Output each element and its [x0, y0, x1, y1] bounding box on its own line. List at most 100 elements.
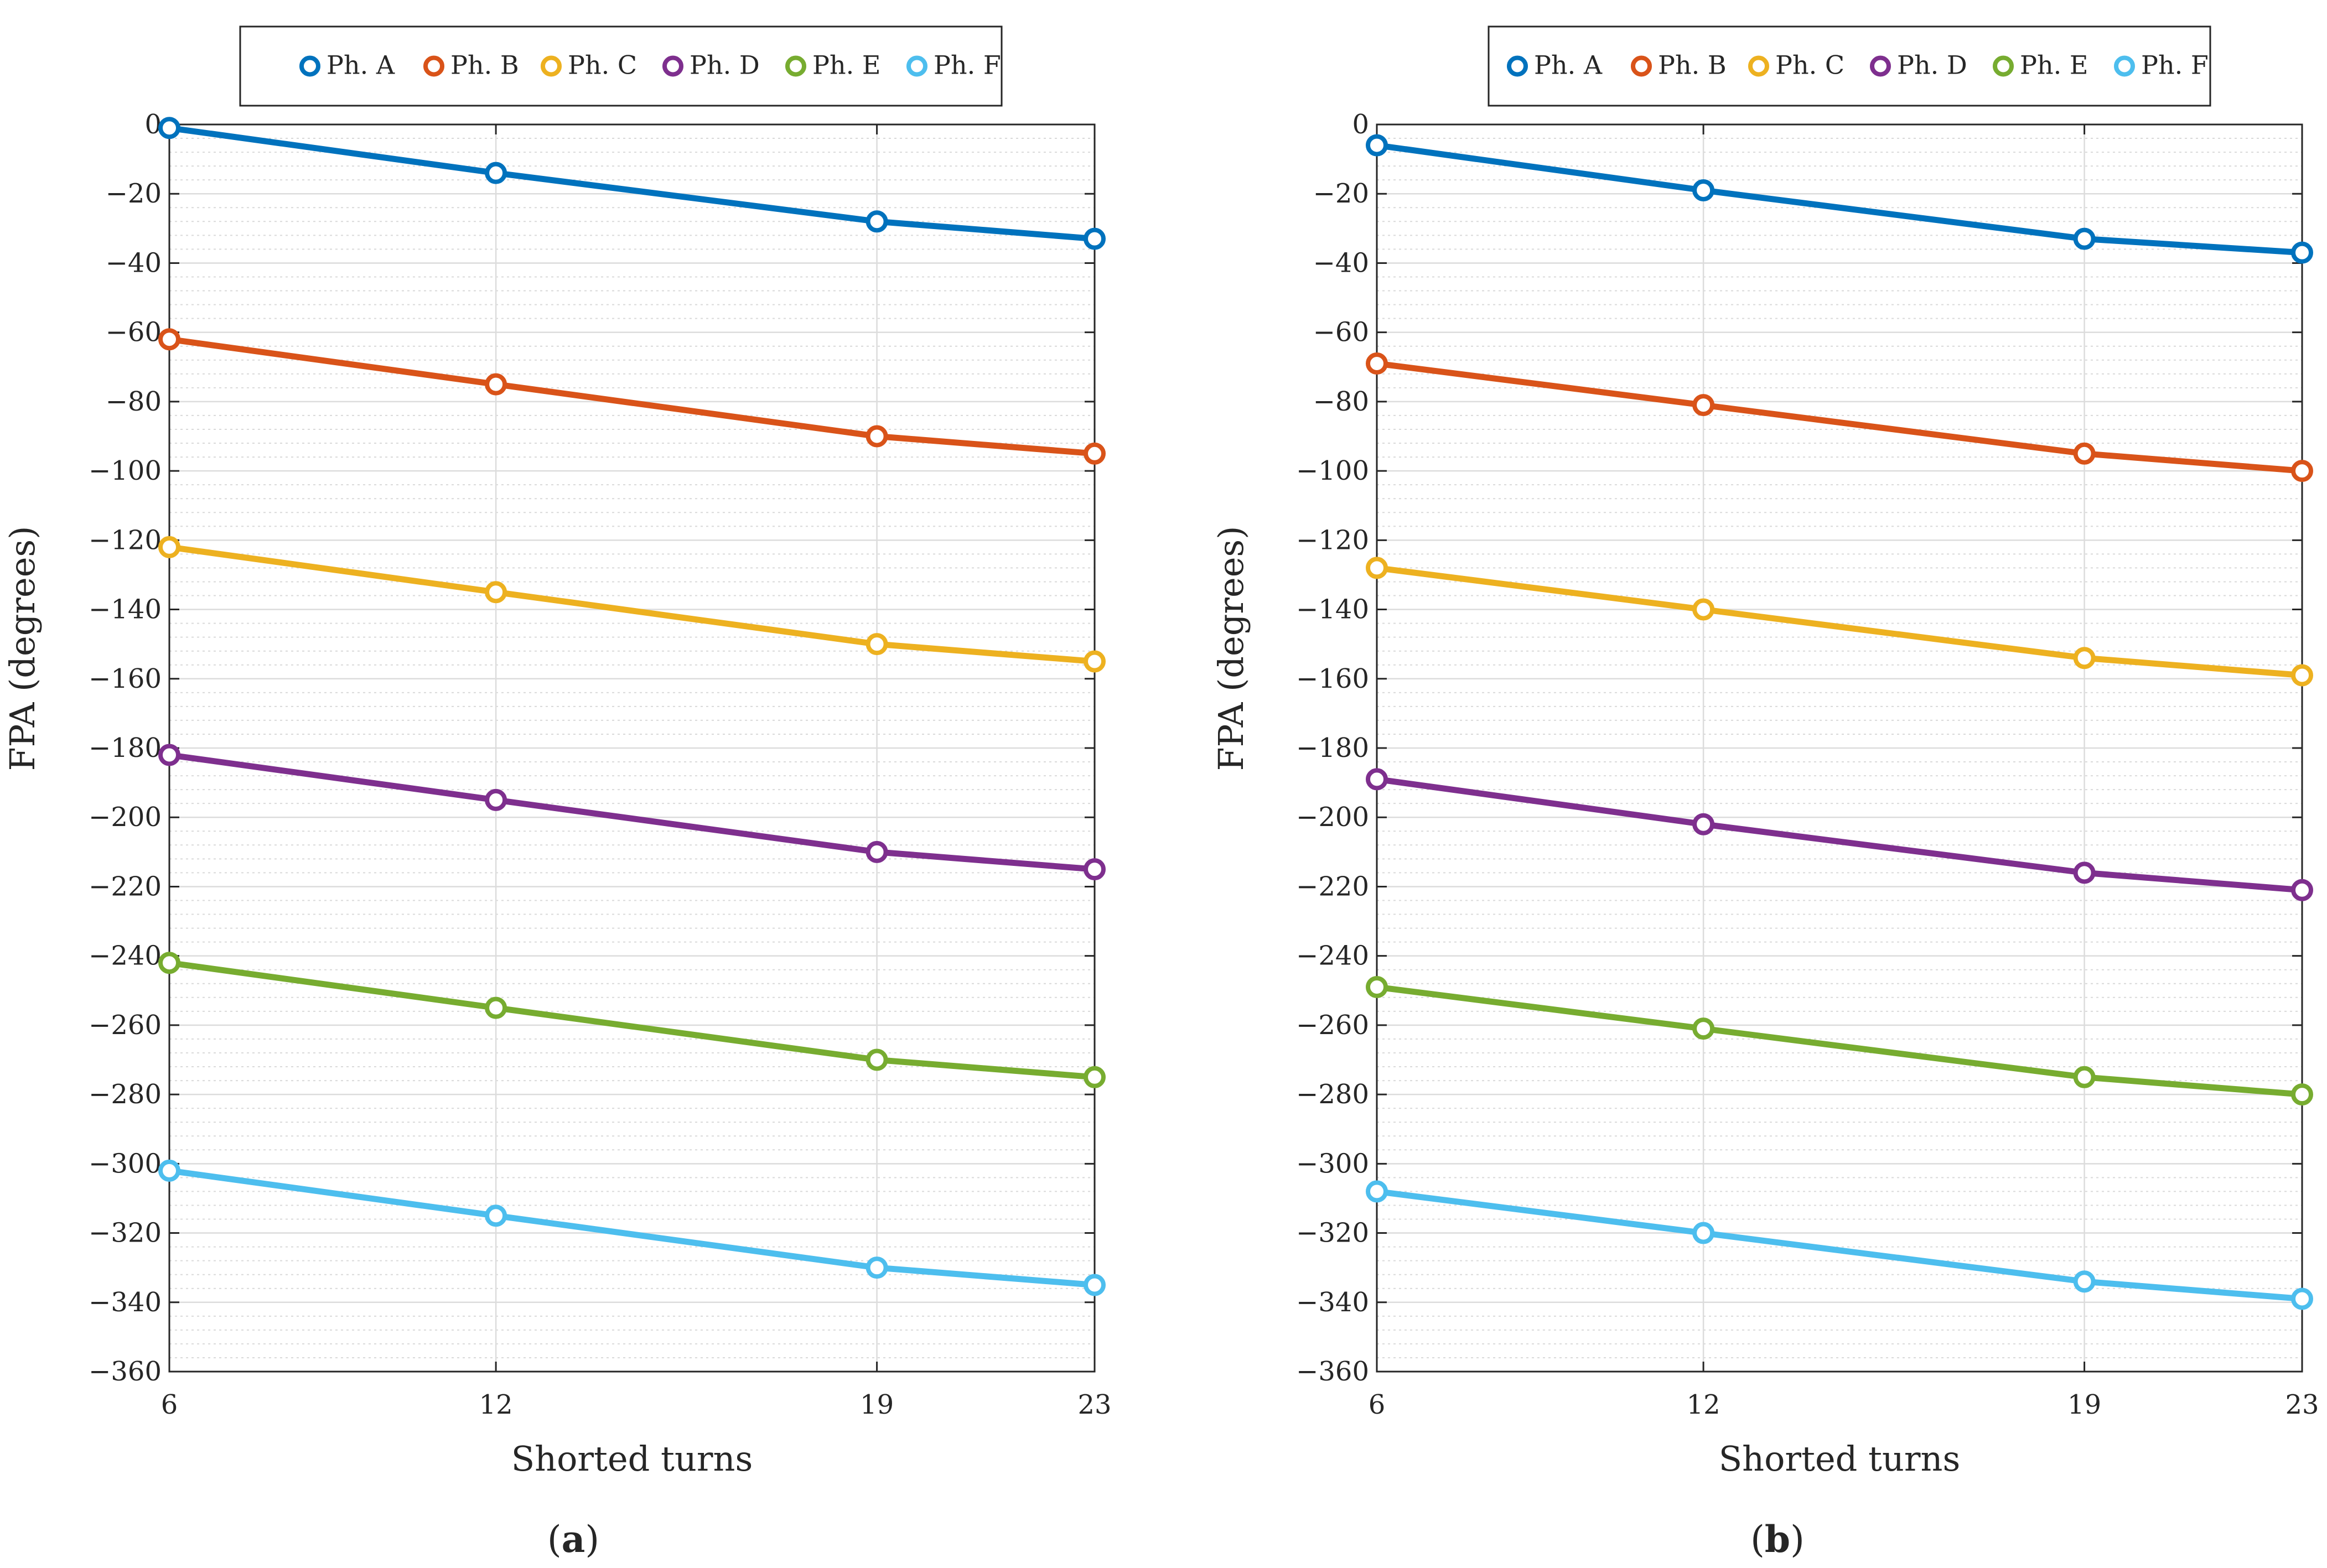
legend-swatch-marker [662, 55, 683, 77]
data-point-ph-c [1692, 598, 1715, 621]
legend-swatch-marker [1631, 55, 1652, 77]
data-point-ph-d [1084, 858, 1106, 881]
data-point-ph-b [485, 373, 507, 396]
legend-label: Ph. F [934, 50, 1001, 80]
series-group [158, 117, 1106, 1296]
legend-label: Ph. C [568, 50, 637, 80]
data-point-ph-f [1084, 1274, 1106, 1296]
y-tick-label: −80 [1313, 386, 1369, 417]
data-point-ph-c [485, 581, 507, 604]
panel-label-letter: b [1765, 1518, 1790, 1561]
series-line-ph-a [166, 124, 1098, 242]
legend-box [1488, 25, 2211, 107]
y-axis-ticks: 0 −20 −40 −60 −80 −100 −120 −140 −160 −180 −200 −22… [1296, 109, 2302, 1387]
y-tick-label: −240 [89, 941, 162, 972]
legend-item: Ph. D [662, 50, 760, 80]
data-point-ph-e [2073, 1066, 2096, 1088]
data-point-ph-a [158, 117, 180, 139]
data-point-ph-b [2073, 442, 2096, 465]
legend-item: Ph. E [1993, 50, 2088, 80]
panel-label-paren: ( [1750, 1518, 1765, 1561]
data-point-ph-f [1366, 1180, 1388, 1203]
series-line-ph-d [166, 752, 1098, 873]
data-point-ph-b [1692, 394, 1715, 417]
panel-label-paren: ) [1790, 1518, 1805, 1561]
legend-item: Ph. F [906, 50, 1001, 80]
data-point-ph-a [1084, 227, 1106, 250]
panel-label: (b) [1750, 1518, 1805, 1561]
chart-panel-a: 0 −20 −40 −60 −80 −100 −120 −140 −160 −180 −200 −22… [2, 25, 1112, 1561]
legend-swatch-marker [299, 55, 320, 77]
y-tick-label: −180 [1296, 733, 1369, 764]
y-axis-title: FPA (degrees) [2, 526, 43, 771]
y-tick-label: −100 [89, 455, 162, 486]
data-point-ph-b [2291, 460, 2313, 482]
panel-label-letter: a [562, 1518, 585, 1561]
legend-swatch-marker [906, 55, 927, 77]
legend-swatch-marker [785, 55, 806, 77]
data-point-ph-a [2073, 227, 2096, 250]
y-tick-label: −340 [1296, 1287, 1369, 1318]
x-axis-title: Shorted turns [511, 1439, 753, 1479]
data-point-ph-c [866, 633, 888, 656]
legend-item: Ph. C [1748, 50, 1844, 80]
y-tick-label: −140 [1296, 594, 1369, 625]
x-tick-label: 12 [479, 1389, 513, 1420]
legend-item: Ph. B [423, 50, 519, 80]
data-point-ph-f [485, 1204, 507, 1227]
panel-label-paren: ) [585, 1518, 599, 1561]
data-point-ph-f [158, 1159, 180, 1182]
legend-item: Ph. F [2114, 50, 2209, 80]
data-point-ph-e [1366, 976, 1388, 999]
data-point-ph-b [866, 425, 888, 448]
y-tick-label: −20 [106, 178, 162, 209]
legend-box [239, 25, 1003, 107]
y-tick-label: −320 [89, 1218, 162, 1249]
legend-label: Ph. A [1534, 50, 1603, 80]
y-tick-label: −120 [89, 525, 162, 555]
legend-label: Ph. B [1658, 50, 1727, 80]
data-point-ph-c [158, 536, 180, 558]
legend-label: Ph. A [326, 50, 395, 80]
legend-item: Ph. A [299, 50, 395, 80]
legend-item: Ph. E [785, 50, 880, 80]
data-point-ph-e [485, 996, 507, 1019]
x-axis-ticks: 6 12 19 23 [1369, 124, 2319, 1420]
x-tick-label: 23 [1077, 1389, 1111, 1420]
data-point-ph-e [1084, 1066, 1106, 1088]
y-tick-label: −140 [89, 594, 162, 625]
data-point-ph-e [1692, 1017, 1715, 1040]
y-tick-label: −260 [1296, 1010, 1369, 1041]
y-tick-label: −40 [1313, 247, 1369, 278]
legend-item: Ph. A [1507, 50, 1603, 80]
x-tick-label: 12 [1687, 1389, 1720, 1420]
y-tick-label: −220 [89, 871, 162, 902]
legend-swatch-marker [1870, 55, 1891, 77]
series-line-ph-b [1374, 360, 2305, 474]
minor-grid [169, 138, 1095, 1358]
series-line-ph-a [1374, 142, 2305, 256]
data-point-ph-d [485, 788, 507, 811]
y-tick-label: −280 [89, 1079, 162, 1110]
series-line-ph-e [166, 959, 1098, 1081]
x-axis-ticks: 6 12 19 23 [161, 124, 1112, 1420]
data-point-ph-a [1366, 134, 1388, 157]
legend: Ph. A Ph. B Ph. C Ph. D Ph. E Ph. F [1488, 25, 2211, 107]
y-tick-label: −160 [1296, 663, 1369, 694]
legend-swatch-marker [1748, 55, 1769, 77]
legend-item: Ph. D [1870, 50, 1967, 80]
series-line-ph-f [166, 1167, 1098, 1288]
series-line-ph-e [1374, 984, 2305, 1098]
panel-label-paren: ( [547, 1518, 562, 1561]
y-tick-label: −360 [1296, 1356, 1369, 1387]
data-point-ph-e [158, 952, 180, 974]
legend-label: Ph. D [690, 50, 760, 80]
legend-label: Ph. E [2020, 50, 2088, 80]
series-line-ph-c [1374, 564, 2305, 679]
legend-item: Ph. B [1631, 50, 1727, 80]
legend-swatch-marker [1993, 55, 2014, 77]
data-point-ph-a [1692, 179, 1715, 201]
legend-swatch-marker [541, 55, 562, 77]
